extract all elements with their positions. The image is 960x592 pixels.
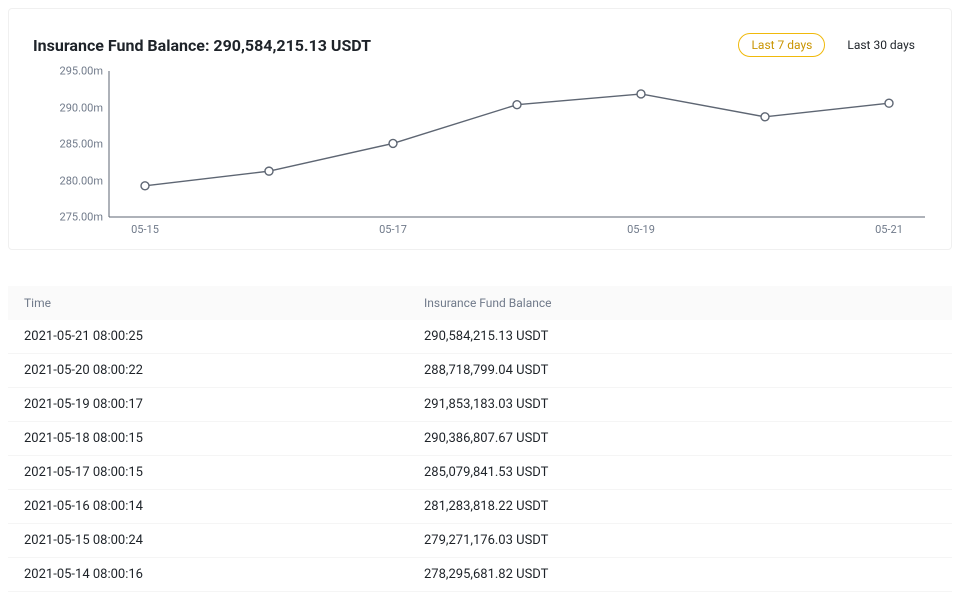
cell-time: 2021-05-21 08:00:25 xyxy=(24,329,424,344)
cell-balance: 285,079,841.53 USDT xyxy=(424,465,936,480)
cell-balance: 279,271,176.03 USDT xyxy=(424,533,936,548)
cell-balance: 281,283,818.22 USDT xyxy=(424,499,936,514)
x-tick-label: 05-17 xyxy=(379,223,407,236)
chart-point[interactable] xyxy=(885,99,893,107)
panel-header: Insurance Fund Balance: 290,584,215.13 U… xyxy=(33,33,927,57)
x-tick-label: 05-15 xyxy=(131,223,159,236)
table-row: 2021-05-14 08:00:16278,295,681.82 USDT xyxy=(8,558,952,592)
table-row: 2021-05-18 08:00:15290,386,807.67 USDT xyxy=(8,422,952,456)
chart-point[interactable] xyxy=(761,113,769,121)
chart-plot-area xyxy=(109,71,923,217)
column-header-balance: Insurance Fund Balance xyxy=(424,296,936,310)
x-tick-label: 05-19 xyxy=(627,223,655,236)
cell-time: 2021-05-18 08:00:15 xyxy=(24,431,424,446)
range-7-days-button[interactable]: Last 7 days xyxy=(738,33,825,57)
balance-table: Time Insurance Fund Balance 2021-05-21 0… xyxy=(8,286,952,592)
table-row: 2021-05-16 08:00:14281,283,818.22 USDT xyxy=(8,490,952,524)
cell-balance: 278,295,681.82 USDT xyxy=(424,567,936,582)
table-row: 2021-05-17 08:00:15285,079,841.53 USDT xyxy=(8,456,952,490)
cell-time: 2021-05-15 08:00:24 xyxy=(24,533,424,548)
cell-time: 2021-05-20 08:00:22 xyxy=(24,363,424,378)
table-row: 2021-05-15 08:00:24279,271,176.03 USDT xyxy=(8,524,952,558)
cell-balance: 288,718,799.04 USDT xyxy=(424,363,936,378)
y-tick-label: 290.00m xyxy=(51,101,103,114)
cell-time: 2021-05-16 08:00:14 xyxy=(24,499,424,514)
chart-x-axis: 05-15 05-17 05-19 05-21 xyxy=(109,221,923,241)
chart-panel: Insurance Fund Balance: 290,584,215.13 U… xyxy=(8,8,952,250)
chart-point[interactable] xyxy=(637,90,645,98)
y-tick-label: 285.00m xyxy=(51,138,103,151)
chart-point[interactable] xyxy=(513,101,521,109)
page-title: Insurance Fund Balance: 290,584,215.13 U… xyxy=(33,36,371,55)
cell-time: 2021-05-19 08:00:17 xyxy=(24,397,424,412)
table-row: 2021-05-20 08:00:22288,718,799.04 USDT xyxy=(8,354,952,388)
table-header-row: Time Insurance Fund Balance xyxy=(8,286,952,320)
range-30-days-button[interactable]: Last 30 days xyxy=(835,34,927,56)
x-tick-label: 05-21 xyxy=(875,223,903,236)
y-tick-label: 280.00m xyxy=(51,174,103,187)
cell-time: 2021-05-17 08:00:15 xyxy=(24,465,424,480)
table-row: 2021-05-19 08:00:17291,853,183.03 USDT xyxy=(8,388,952,422)
chart-point[interactable] xyxy=(265,167,273,175)
table-row: 2021-05-21 08:00:25290,584,215.13 USDT xyxy=(8,320,952,354)
chart: 295.00m290.00m285.00m280.00m275.00m 05-1… xyxy=(51,71,927,241)
chart-point[interactable] xyxy=(141,182,149,190)
y-tick-label: 275.00m xyxy=(51,211,103,224)
range-toggle: Last 7 days Last 30 days xyxy=(738,33,927,57)
chart-point[interactable] xyxy=(389,139,397,147)
cell-balance: 290,386,807.67 USDT xyxy=(424,431,936,446)
cell-balance: 290,584,215.13 USDT xyxy=(424,329,936,344)
cell-balance: 291,853,183.03 USDT xyxy=(424,397,936,412)
y-tick-label: 295.00m xyxy=(51,65,103,78)
cell-time: 2021-05-14 08:00:16 xyxy=(24,567,424,582)
column-header-time: Time xyxy=(24,296,424,310)
